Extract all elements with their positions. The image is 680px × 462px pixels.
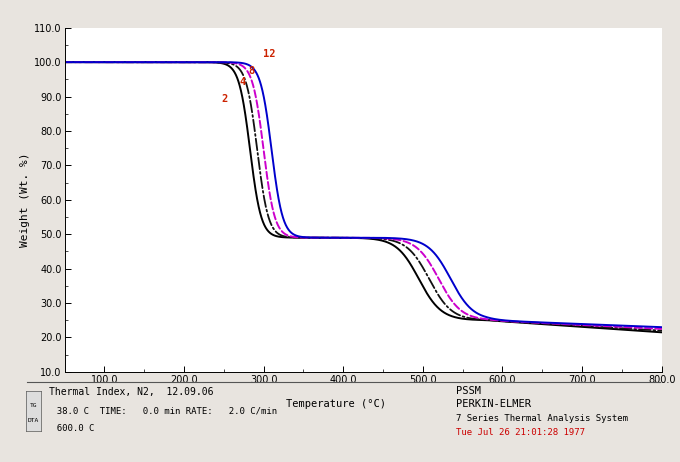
Text: PERKIN-ELMER: PERKIN-ELMER: [456, 400, 530, 409]
Text: DTA: DTA: [28, 418, 39, 423]
Text: 2: 2: [222, 94, 228, 104]
Y-axis label: Weight (Wt. %): Weight (Wt. %): [20, 152, 30, 247]
Text: 600.0 C: 600.0 C: [46, 424, 95, 432]
Text: PSSM: PSSM: [456, 386, 481, 395]
Text: 7 Series Thermal Analysis System: 7 Series Thermal Analysis System: [456, 414, 628, 423]
Text: 8: 8: [248, 66, 255, 76]
Text: 38.0 C  TIME:   0.0 min RATE:   2.0 C/min: 38.0 C TIME: 0.0 min RATE: 2.0 C/min: [46, 407, 277, 415]
Text: Thermal Index, N2,  12.09.06: Thermal Index, N2, 12.09.06: [49, 387, 214, 397]
Text: 12: 12: [262, 49, 275, 59]
Text: TG: TG: [29, 402, 37, 407]
Text: Tue Jul 26 21:01:28 1977: Tue Jul 26 21:01:28 1977: [456, 428, 585, 437]
Text: Temperature (°C): Temperature (°C): [286, 399, 386, 408]
Text: 4: 4: [240, 77, 246, 86]
